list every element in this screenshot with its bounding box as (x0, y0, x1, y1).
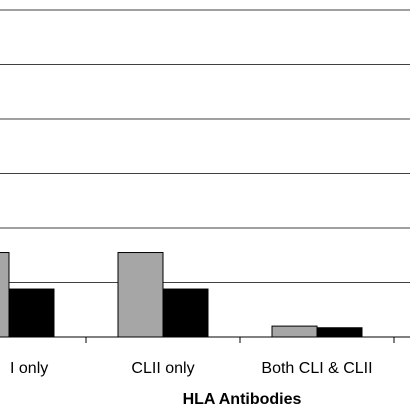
x-axis-title: HLA Antibodies (183, 391, 302, 408)
bars (0, 252, 363, 338)
bar-black-2 (316, 327, 363, 338)
bar-gray-0 (0, 252, 10, 338)
bar-gray-1 (117, 252, 164, 338)
bar-black-1 (162, 288, 209, 338)
x-tick-label: Both CLI & CLII (261, 360, 372, 377)
x-tick-label: CLII only (131, 360, 194, 377)
bar-black-0 (8, 288, 55, 338)
gridlines (0, 9, 410, 283)
x-tick-label: I only (10, 360, 48, 377)
bar-gray-2 (271, 325, 318, 338)
x-axis (0, 336, 410, 343)
x-tick-labels: I only CLII only Both CLI & CLII (10, 360, 373, 377)
